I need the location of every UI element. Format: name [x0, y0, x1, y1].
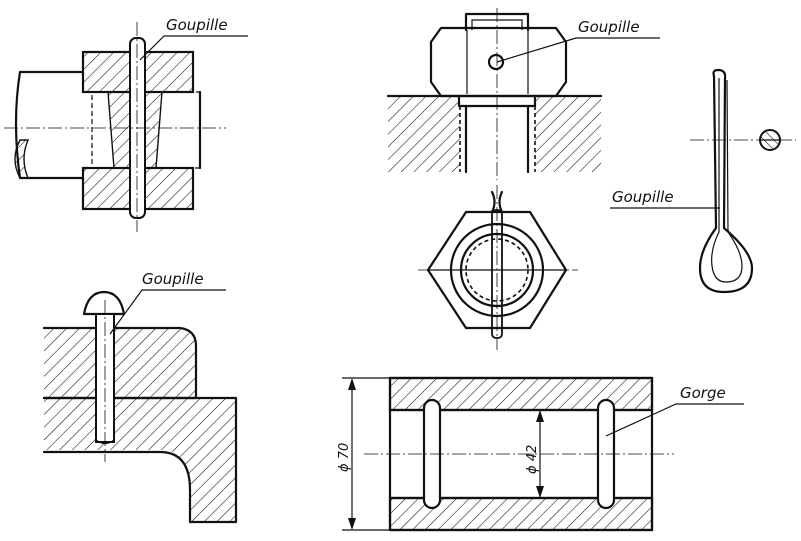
shaft-hub-pin-view: Goupille	[4, 16, 248, 232]
nut-pin-elevation-view: Goupille	[386, 8, 660, 180]
dimension-outer-diameter: ϕ 70	[337, 443, 352, 472]
label-goupille-2: Goupille	[578, 18, 640, 36]
nut-plan-view	[418, 185, 578, 350]
label-goupille-1: Goupille	[166, 16, 228, 34]
sleeve-gorge-view: ϕ 70 ϕ 42 Gorge	[337, 376, 744, 532]
label-goupille-3: Goupille	[612, 188, 674, 206]
label-goupille-4: Goupille	[142, 270, 204, 288]
split-pin-view: Goupille	[610, 68, 796, 294]
dimension-inner-diameter: ϕ 42	[525, 445, 540, 474]
two-plate-pin-view: Goupille	[42, 270, 238, 524]
label-gorge: Gorge	[680, 384, 726, 402]
